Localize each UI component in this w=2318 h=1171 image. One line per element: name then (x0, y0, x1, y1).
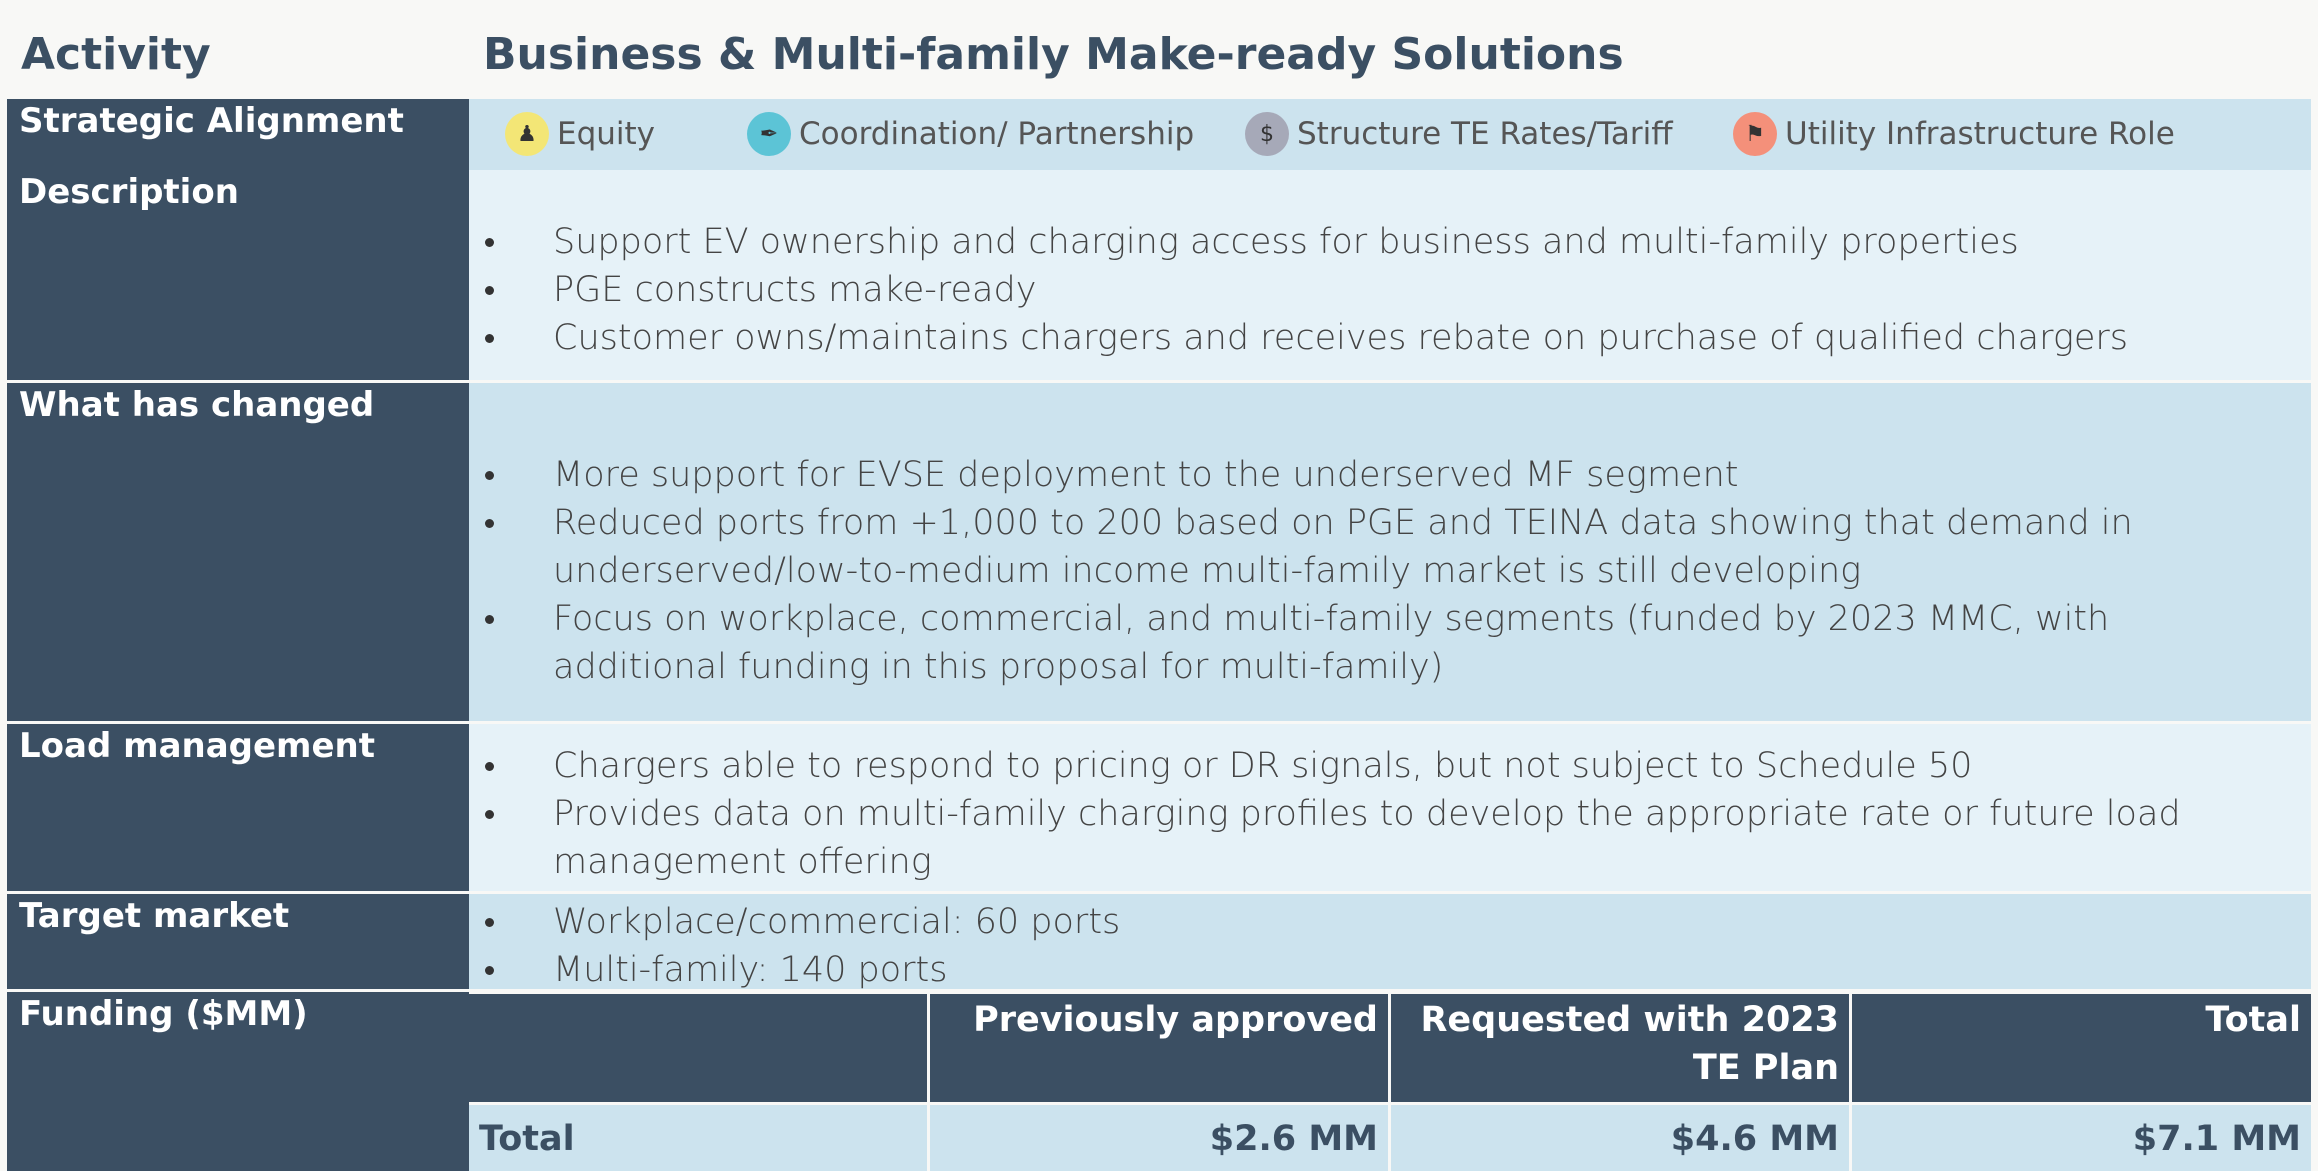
bullet: Chargers able to respond to pricing or D… (469, 742, 2291, 790)
funding-column-header: Previously approved (930, 994, 1388, 1102)
alignment-text: Equity (557, 116, 656, 152)
bullet: PGE constructs make-ready (469, 266, 2291, 314)
bullet: Support EV ownership and charging access… (469, 218, 2291, 266)
alignment-icon: ✒ (747, 112, 791, 156)
funding-column-header: Requested with 2023 TE Plan (1391, 994, 1849, 1102)
funding-value: $7.1 MM (1852, 1105, 2311, 1171)
funding-value: $4.6 MM (1391, 1105, 1849, 1171)
row-content: More support for EVSE deployment to the … (469, 383, 2311, 721)
row-label: What has changed (7, 383, 469, 721)
alignment-icon: ⚑ (1733, 112, 1777, 156)
funding-value: $2.6 MM (930, 1105, 1388, 1171)
alignment-item: $ Structure TE Rates/Tariff (1245, 112, 1673, 156)
alignment-text: Utility Infrastructure Role (1785, 116, 2175, 152)
bullet-list: Chargers able to respond to pricing or D… (469, 742, 2311, 886)
alignment-item: ✒ Coordination/ Partnership (747, 112, 1194, 156)
row-content: Chargers able to respond to pricing or D… (469, 724, 2311, 891)
funding-row-label: Total (469, 1105, 927, 1171)
alignment-icon: $ (1245, 112, 1289, 156)
funding-column-header: Total (1852, 994, 2311, 1102)
alignment-text: Coordination/ Partnership (799, 116, 1195, 152)
header-title: Business & Multi-family Make-ready Solut… (469, 7, 2311, 99)
bullet-list: Support EV ownership and charging access… (469, 218, 2311, 362)
row-content: Workplace/commercial: 60 ports Multi-fami… (469, 894, 2311, 990)
bullet: Multi-family: 140 ports (469, 946, 2291, 994)
bullet: Reduced ports from +1,000 to 200 based o… (469, 499, 2291, 595)
bullet-list: Workplace/commercial: 60 ports Multi-fami… (469, 898, 2311, 994)
bullet: Workplace/commercial: 60 ports (469, 898, 2291, 946)
row-label: Strategic Alignment (7, 99, 469, 170)
row-content: Support EV ownership and charging access… (469, 170, 2311, 380)
alignment-item: ♟ Equity (505, 112, 655, 156)
alignment-text: Structure TE Rates/Tariff (1297, 116, 1673, 152)
bullet: More support for EVSE deployment to the … (469, 451, 2291, 499)
alignment-icon: ♟ (505, 112, 549, 156)
bullet: Provides data on multi-family charging p… (469, 790, 2291, 886)
funding-header-blank (469, 994, 927, 1102)
bullet: Focus on workplace, commercial, and mult… (469, 595, 2291, 691)
row-label: Load management (7, 724, 469, 891)
row-label: Funding ($MM) (7, 992, 469, 1171)
bullet-list: More support for EVSE deployment to the … (469, 451, 2311, 691)
bullet: Customer owns/maintains chargers and rec… (469, 314, 2291, 362)
header-label: Activity (7, 7, 469, 99)
row-label: Description (7, 170, 469, 380)
row-label: Target market (7, 894, 469, 989)
alignment-item: ⚑ Utility Infrastructure Role (1733, 112, 2175, 156)
alignment-cell: ♟ Equity ✒ Coordination/ Partnership $ Struct… (469, 99, 2311, 170)
